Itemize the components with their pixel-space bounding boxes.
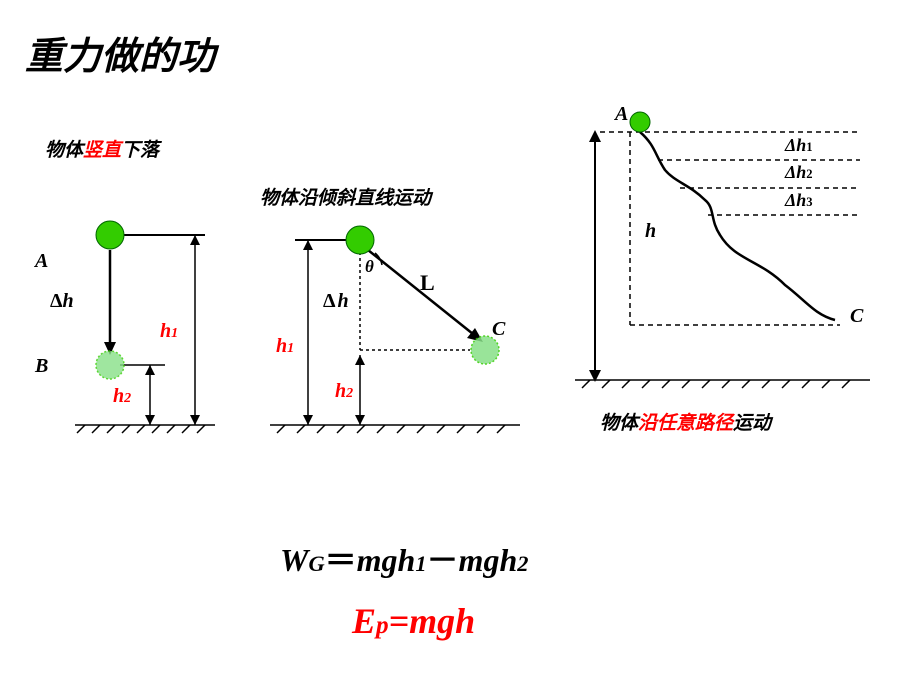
d3-dh3v: Δh (785, 190, 806, 210)
diagram-vertical: A B Δh h1 h2 (35, 200, 235, 440)
d1-dh-h: h (63, 290, 74, 312)
d1-h1v: h (160, 320, 171, 342)
diagram1-svg (35, 200, 235, 440)
sub3-em: 沿任意路径 (638, 413, 733, 434)
d2-h1: h1 (276, 335, 294, 358)
d1-A: A (35, 250, 48, 273)
sub1-pre: 物体 (45, 140, 83, 161)
f1-s2: 2 (517, 551, 528, 576)
d1-h1: h1 (160, 320, 178, 343)
sub3-post: 运动 (733, 413, 771, 434)
d2-dh: Δh (323, 290, 349, 313)
d3-dh3s: 3 (806, 195, 812, 209)
d2-h1v: h (276, 335, 287, 357)
subtitle-arbitrary: 物体沿任意路径运动 (600, 408, 771, 435)
f1-s1: 1 (415, 551, 426, 576)
d1-B: B (35, 355, 48, 378)
d1-h2: h2 (113, 385, 131, 408)
d1-h1s: 1 (171, 326, 178, 341)
d3-dh2v: Δh (785, 162, 806, 182)
d3-dh2s: 2 (806, 167, 812, 181)
formula-work: WG＝mgh1－mgh2 (280, 535, 528, 581)
d2-L: L (420, 270, 435, 296)
d3-A: A (615, 103, 628, 126)
d1-dh: Δh (50, 290, 74, 313)
d2-h2v: h (335, 380, 346, 402)
f2-E: E (352, 601, 376, 641)
d2-h2: h2 (335, 380, 353, 403)
f1-W: W (280, 542, 308, 578)
d2-C: C (492, 318, 505, 341)
d3-dh3: Δh3 (785, 190, 813, 211)
f1-G: G (308, 551, 324, 576)
page-title: 重力做的功 (25, 25, 215, 80)
d3-dh1: Δh1 (785, 135, 813, 156)
d1-delta: Δ (50, 290, 63, 312)
d3-dh1s: 1 (806, 140, 812, 154)
d2-h1s: 1 (287, 341, 294, 356)
formula-ep: Ep=mgh (352, 600, 475, 642)
d3-dh2: Δh2 (785, 162, 813, 183)
d2-theta: θ (365, 257, 374, 277)
d2-h2s: 2 (346, 386, 353, 401)
d3-C: C (850, 305, 863, 328)
d1-h2s: 2 (124, 391, 131, 406)
subtitle-vertical: 物体竖直下落 (45, 135, 159, 162)
d3-dh1v: Δh (785, 135, 806, 155)
diagram-incline: θ L C Δh h1 h2 (260, 210, 530, 440)
d1-h2v: h (113, 385, 124, 407)
f2-p: p (376, 612, 389, 639)
d2-delta: Δ (323, 290, 336, 312)
diagram3-svg (560, 100, 900, 400)
f2-eq: =mgh (389, 601, 476, 641)
diagram-arbitrary: A C h Δh1 Δh2 Δh3 (560, 100, 900, 400)
f1-minus: － (427, 542, 459, 578)
subtitle-incline: 物体沿倾斜直线运动 (260, 183, 431, 210)
sub1-em: 竖直 (83, 140, 121, 161)
f1-mgh2: mgh (459, 542, 518, 578)
sub3-pre: 物体 (600, 413, 638, 434)
f1-eq: ＝ (325, 542, 357, 578)
d2-dh-h: h (338, 290, 349, 312)
diagram2-svg (260, 210, 530, 440)
d3-h: h (645, 220, 656, 243)
sub1-post: 下落 (121, 140, 159, 161)
f1-mgh1: mgh (357, 542, 416, 578)
